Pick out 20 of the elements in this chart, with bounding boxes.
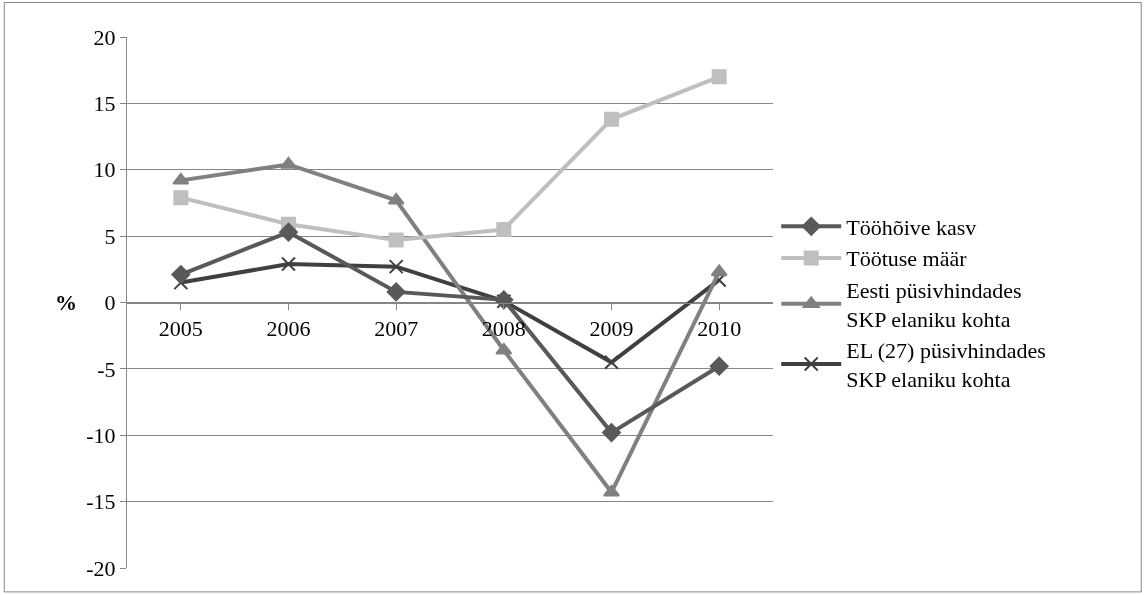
y-tick-label: 10 xyxy=(93,157,116,183)
y-tick-label: 20 xyxy=(93,24,116,50)
y-tick-label: -5 xyxy=(97,356,116,382)
y-tick-label: -20 xyxy=(86,555,116,581)
y-tick-label: 0 xyxy=(104,290,116,316)
legend-label: Eesti püsivhindades SKP elaniku kohta xyxy=(846,278,1022,332)
y-axis-title: % xyxy=(55,290,77,315)
legend-label: Tööhõive kasv xyxy=(846,214,977,240)
legend-label: Töötuse määr xyxy=(846,246,968,272)
y-tick-label: 5 xyxy=(104,223,116,249)
x-tick-label: 2005 xyxy=(158,315,203,341)
y-tick-label: -10 xyxy=(86,422,116,448)
x-tick-label: 2008 xyxy=(481,315,526,341)
legend-label: EL (27) püsivhindades SKP elaniku kohta xyxy=(846,338,1046,392)
x-tick-label: 2009 xyxy=(589,315,634,341)
y-tick-label: 15 xyxy=(93,91,116,117)
x-tick-label: 2006 xyxy=(266,315,311,341)
y-tick-label: -15 xyxy=(86,489,116,515)
x-tick-label: 2007 xyxy=(374,315,419,341)
x-tick-label: 2010 xyxy=(697,315,742,341)
